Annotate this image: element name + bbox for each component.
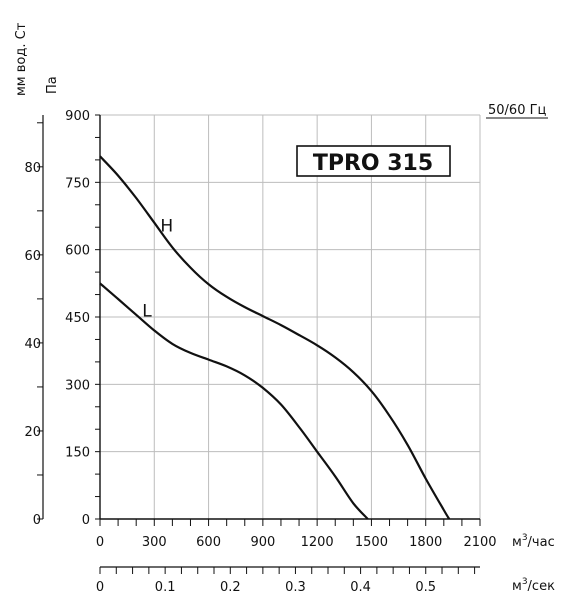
x-tick-label: 0 [96,535,104,550]
x-tick-label: 600 [196,535,221,550]
series-line-h [99,155,451,520]
y-tick-label: 900 [65,109,90,124]
series-label-h: H [160,216,173,236]
y2-tick-label: 40 [24,337,41,352]
frequency-label: 50/60 Гц [488,103,547,118]
title-box [296,145,451,177]
y-axis-label-pa: Па [45,76,60,94]
y2-tick-label: 0 [33,513,41,528]
curves [99,155,451,520]
y2-tick-label: 80 [24,161,41,176]
x2-tick-label: 0.5 [415,580,436,594]
y2-tick-label: 60 [24,249,41,264]
y-tick-label: 300 [65,378,90,393]
chart-title: TPRO 315 [313,151,433,176]
y-tick-label: 750 [65,176,90,191]
y2-axis-label-mm: мм вод. Ст [14,22,29,96]
x-tick-label: 1500 [355,535,388,550]
x2-tick-label: 0.1 [155,580,176,594]
x2-axis-unit-label: м3/сек [512,577,555,594]
grid [100,114,481,519]
x-tick-label: 1800 [409,535,442,550]
series-label-l: L [142,301,152,321]
x2-tick-label: 0.4 [350,580,371,594]
x2-tick-label: 0.3 [285,580,306,594]
x-tick-label: 2100 [463,535,496,550]
x2-tick-label: 0 [96,580,104,594]
series-line-l [99,282,369,520]
x2-tick-label: 0.2 [220,580,241,594]
y-tick-label: 0 [82,513,90,528]
x-tick-label: 900 [250,535,275,550]
x-tick-label: 1200 [301,535,334,550]
x-tick-label: 300 [142,535,167,550]
y-tick-label: 600 [65,244,90,259]
y-tick-label: 150 [65,446,90,461]
y-tick-label: 450 [65,311,90,326]
x-axis-unit-label: м3/час [512,533,555,550]
y2-tick-label: 20 [24,425,41,440]
axes [37,114,481,574]
